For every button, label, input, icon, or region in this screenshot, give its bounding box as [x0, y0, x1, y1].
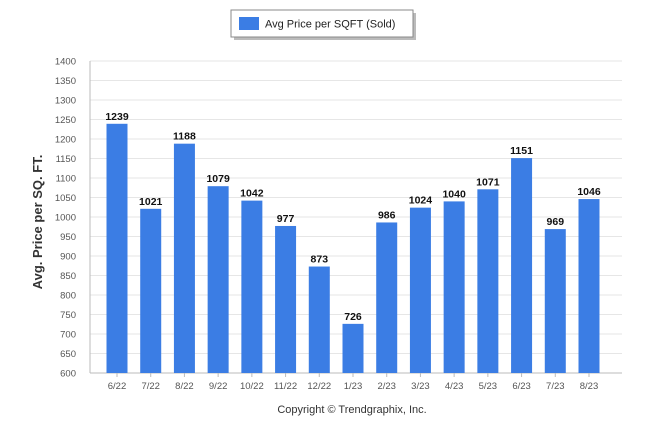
data-label: 1046: [577, 186, 601, 198]
bar: [511, 158, 533, 373]
x-tick-label: 8/22: [175, 381, 194, 392]
y-axis-title: Avg. Price per SQ. FT.: [30, 155, 45, 290]
bar: [443, 201, 465, 373]
x-tick-label: 3/23: [411, 381, 430, 392]
bars: 1239 1021 1188 1079 1042 977 873 726 986 1024 1040…: [105, 111, 601, 373]
bar: [544, 229, 566, 373]
x-tick-label: 6/23: [512, 381, 531, 392]
y-tick-label: 900: [60, 252, 76, 263]
y-tick-label: 1400: [55, 57, 76, 68]
x-tick-label: 2/23: [377, 381, 396, 392]
legend-entry: Avg Price per SQFT (Sold): [265, 19, 395, 31]
y-tick-label: 1250: [55, 115, 76, 126]
data-label: 1151: [510, 145, 533, 157]
bar: [578, 199, 600, 373]
x-tick-label: 1/23: [344, 381, 363, 392]
x-tick-label: 7/22: [141, 381, 160, 392]
y-tick-label: 1000: [55, 213, 76, 224]
y-tick-label: 1200: [55, 135, 76, 146]
bar: [173, 143, 195, 373]
y-tick-label: 700: [60, 330, 76, 341]
x-tick-label: 8/23: [580, 381, 599, 392]
bar: [241, 200, 263, 373]
y-tick-label: 750: [60, 310, 76, 321]
bar: [140, 208, 162, 373]
data-label: 726: [344, 311, 362, 323]
bar: [342, 323, 364, 373]
legend-box: [230, 9, 414, 38]
data-label: 873: [311, 254, 329, 266]
legend: Avg Price per SQFT (Sold): [230, 9, 416, 40]
data-label: 1071: [476, 176, 500, 188]
y-tick-label: 1100: [56, 174, 76, 185]
data-label: 1024: [409, 195, 433, 207]
data-label: 1079: [206, 173, 230, 185]
legend-swatch: [239, 17, 259, 30]
bar: [409, 207, 431, 373]
data-label: 1040: [442, 188, 466, 200]
x-tick-label: 6/22: [108, 381, 127, 392]
data-label: 977: [277, 213, 295, 225]
y-tick-label: 850: [60, 271, 76, 282]
data-label: 1021: [139, 196, 163, 208]
data-label: 1042: [240, 188, 264, 200]
y-tick-label: 1300: [55, 96, 76, 107]
data-label: 969: [547, 216, 565, 228]
copyright-text: Copyright © Trendgraphix, Inc.: [277, 404, 426, 416]
data-label: 1239: [105, 111, 129, 123]
bar: [106, 123, 128, 373]
x-tick-label: 9/22: [209, 381, 228, 392]
x-tick-label: 10/22: [240, 381, 264, 392]
y-tick-label: 1150: [56, 154, 76, 165]
y-axis-ticks: 600 650 700 750 800 850 900 950 1000 1050 1100 1150…: [55, 57, 76, 380]
data-label: 986: [378, 209, 396, 221]
bar: [308, 266, 330, 373]
x-tick-label: 5/23: [479, 381, 498, 392]
bar: [207, 186, 229, 373]
y-tick-label: 800: [60, 291, 76, 302]
x-tick-label: 4/23: [445, 381, 464, 392]
y-tick-label: 950: [60, 232, 76, 243]
bar: [275, 225, 297, 373]
x-tick-label: 11/22: [274, 381, 297, 392]
bar: [477, 189, 499, 373]
data-label: 1188: [173, 131, 196, 143]
x-axis-ticks: 6/22 7/22 8/22 9/22 10/22 11/22 12/22 1/23 2/23 3…: [108, 373, 599, 392]
y-tick-label: 1350: [55, 76, 76, 87]
y-tick-label: 650: [60, 349, 76, 360]
x-tick-label: 7/23: [546, 381, 565, 392]
y-tick-label: 1050: [55, 193, 76, 204]
bar: [376, 222, 398, 373]
y-tick-label: 600: [60, 369, 76, 380]
x-tick-label: 12/22: [307, 381, 331, 392]
